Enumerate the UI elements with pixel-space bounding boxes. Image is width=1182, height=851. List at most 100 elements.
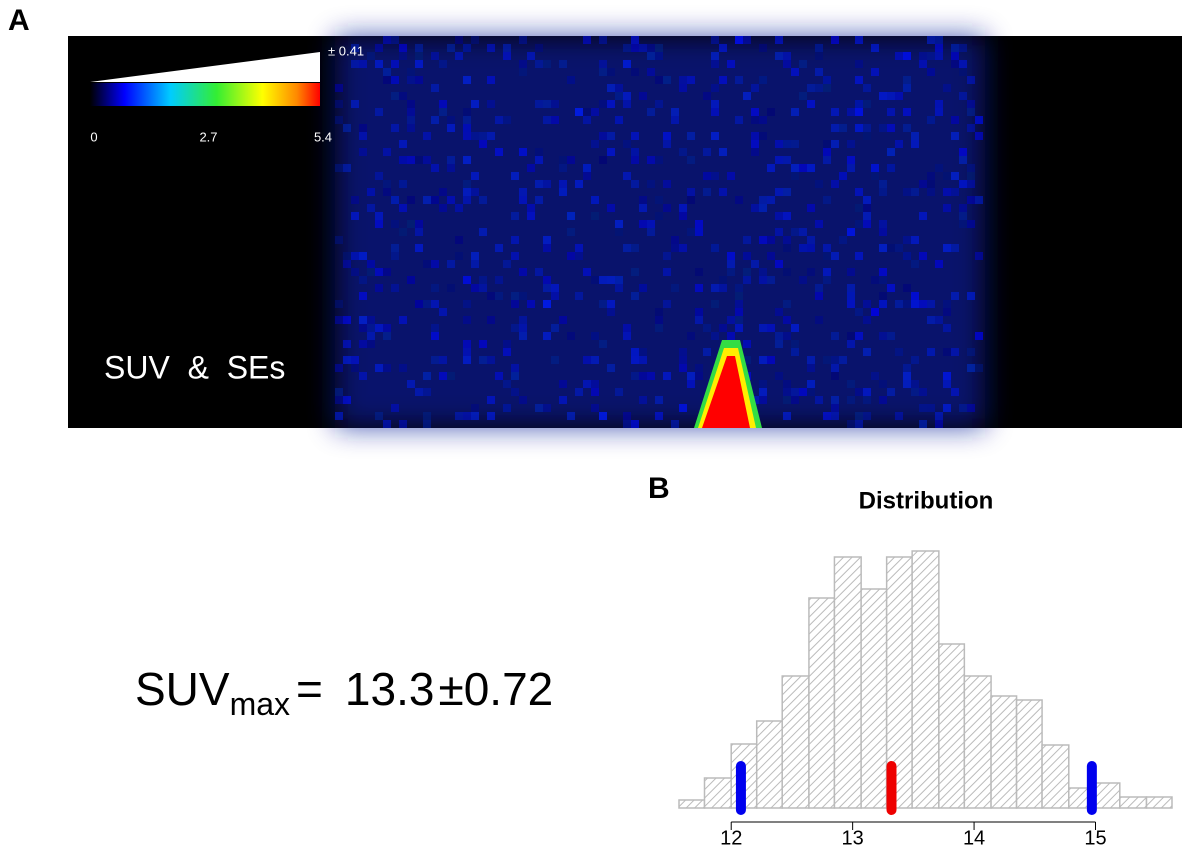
pixel (463, 316, 471, 324)
pixel (935, 412, 943, 420)
pixel (639, 196, 647, 204)
pixel (847, 300, 855, 308)
pixel (511, 252, 519, 260)
pixel (871, 68, 879, 76)
pixel (407, 220, 415, 228)
pixel (383, 36, 391, 44)
pixel (375, 108, 383, 116)
pixel (583, 172, 591, 180)
pixel (503, 44, 511, 52)
pixel (375, 212, 383, 220)
pixel (783, 396, 791, 404)
pixel (631, 292, 639, 300)
pixel (583, 356, 591, 364)
pixel (679, 364, 687, 372)
hotspot (694, 340, 762, 428)
pixel (751, 260, 759, 268)
pixel (799, 244, 807, 252)
pixel (863, 316, 871, 324)
pixel (711, 172, 719, 180)
pixel (463, 124, 471, 132)
pixel (439, 100, 447, 108)
pixel (759, 132, 767, 140)
pixel (863, 124, 871, 132)
pixel (487, 292, 495, 300)
pixel (527, 212, 535, 220)
pixel (719, 284, 727, 292)
pixel (783, 380, 791, 388)
pixel (711, 36, 719, 44)
pixel (535, 156, 543, 164)
pixel (647, 52, 655, 60)
pixel (503, 348, 511, 356)
pixel (647, 372, 655, 380)
pixel (847, 380, 855, 388)
pixel (951, 172, 959, 180)
pixel (623, 100, 631, 108)
pixel (519, 396, 527, 404)
pixel (735, 300, 743, 308)
pixel (687, 196, 695, 204)
pixel (463, 276, 471, 284)
pixel (879, 188, 887, 196)
pixel (407, 68, 415, 76)
pixel (783, 188, 791, 196)
pixel (759, 388, 767, 396)
pixel (911, 356, 919, 364)
pixel (679, 356, 687, 364)
pixel (591, 388, 599, 396)
pixel (479, 340, 487, 348)
pixel (863, 100, 871, 108)
pixel (647, 228, 655, 236)
pixel (759, 204, 767, 212)
pixel (679, 84, 687, 92)
pixel (879, 396, 887, 404)
pixel (735, 292, 743, 300)
pixel (815, 292, 823, 300)
pixel (351, 196, 359, 204)
pixel (391, 252, 399, 260)
pixel (535, 148, 543, 156)
pixel (791, 340, 799, 348)
pixel (911, 188, 919, 196)
pixel (383, 324, 391, 332)
pixel (495, 148, 503, 156)
pixel (511, 388, 519, 396)
pixel (679, 404, 687, 412)
pixel (535, 44, 543, 52)
pixel (543, 180, 551, 188)
pixel (951, 52, 959, 60)
pixel (447, 260, 455, 268)
pixel (695, 364, 703, 372)
pixel (511, 236, 519, 244)
pixel (407, 108, 415, 116)
pixel (767, 252, 775, 260)
suv-se: 0.72 (464, 663, 554, 715)
bar (1093, 782, 1121, 809)
pixel (911, 380, 919, 388)
pixel (855, 100, 863, 108)
pixel (351, 212, 359, 220)
pixel (431, 332, 439, 340)
pixel (735, 324, 743, 332)
pixel (903, 364, 911, 372)
pixel (815, 84, 823, 92)
pixel (511, 324, 519, 332)
pixel (895, 52, 903, 60)
pixel (815, 52, 823, 60)
pixel (631, 132, 639, 140)
pixel (479, 196, 487, 204)
pixel (903, 108, 911, 116)
pixel (839, 124, 847, 132)
x-tick-label: 13 (842, 827, 864, 849)
pixel (783, 236, 791, 244)
pixel (559, 164, 567, 172)
pixel (407, 196, 415, 204)
pixel (487, 44, 495, 52)
pixel (639, 372, 647, 380)
pixel (399, 52, 407, 60)
pixel (807, 84, 815, 92)
pixel (439, 372, 447, 380)
pixel (351, 268, 359, 276)
pixel (687, 132, 695, 140)
